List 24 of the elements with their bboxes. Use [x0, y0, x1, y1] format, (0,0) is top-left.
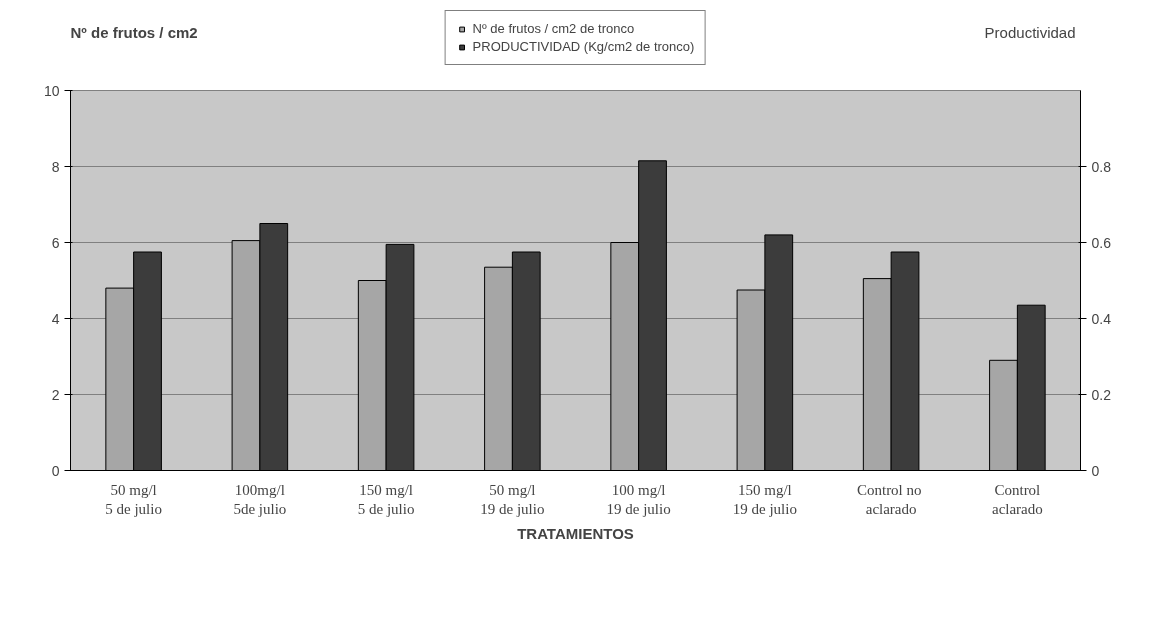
x-tick-label: Control aclarado — [991, 481, 1043, 517]
x-tick-label: 50 mg/l 19 de julio — [480, 481, 545, 517]
y2-tick-label: 0.4 — [1091, 310, 1112, 327]
legend-label: Nº de frutos / cm2 de tronco — [472, 21, 635, 36]
legend-label: PRODUCTIVIDAD (Kg/cm2 de tronco) — [472, 39, 695, 54]
y-axis-title: Nº de frutos / cm2 — [70, 23, 198, 41]
y-tick-label: 2 — [51, 386, 60, 403]
x-tick-label: 50 mg/l 5 de julio — [105, 481, 162, 517]
y2-tick-label: 0.2 — [1091, 386, 1112, 403]
y-tick-label: 8 — [51, 158, 60, 175]
x-tick-label: 150 mg/l 19 de julio — [732, 481, 797, 517]
y-tick-label: 0 — [51, 462, 60, 479]
x-tick-label: 100 mg/l 19 de julio — [606, 481, 671, 517]
y2-tick-label: 0.8 — [1091, 158, 1112, 175]
y2-tick-label: 0.6 — [1091, 234, 1112, 251]
y-tick-label: 10 — [43, 82, 60, 99]
y2-tick-label: 0 — [1091, 462, 1100, 479]
y2-axis-title: Productividad — [984, 23, 1076, 41]
x-tick-label: 100mg/l 5de julio — [233, 481, 287, 517]
y-tick-label: 4 — [51, 310, 60, 327]
x-axis-title: TRATAMIENTOS — [517, 524, 634, 542]
y-tick-label: 6 — [51, 234, 60, 251]
x-tick-label: Control no aclarado — [856, 481, 922, 517]
x-tick-label: 150 mg/l 5 de julio — [357, 481, 415, 517]
